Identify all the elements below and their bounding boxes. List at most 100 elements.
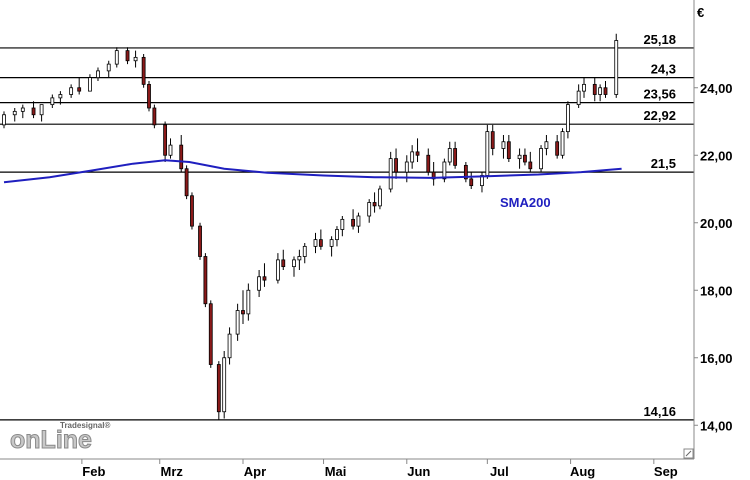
candle-47 xyxy=(372,192,377,213)
y-tick-label-0: 14,00 xyxy=(700,418,733,433)
plot-area xyxy=(0,0,694,459)
candle-12 xyxy=(114,47,119,68)
candle-67 xyxy=(523,148,527,166)
candle-body xyxy=(141,56,146,85)
candle-28 xyxy=(227,327,232,365)
candle-62 xyxy=(485,124,490,179)
candle-body xyxy=(506,141,511,160)
candle-36 xyxy=(292,256,296,277)
candle-27 xyxy=(222,351,227,419)
candle-52 xyxy=(410,145,415,169)
candle-64 xyxy=(501,135,506,159)
candle-63 xyxy=(490,124,495,156)
candle-body xyxy=(426,154,431,173)
level-lines xyxy=(0,47,694,421)
candle-7 xyxy=(69,84,74,98)
x-tick-label-0: Feb xyxy=(82,464,105,479)
candle-59 xyxy=(463,162,468,183)
candle-43 xyxy=(340,216,345,237)
candle-77 xyxy=(598,84,603,102)
candle-body xyxy=(168,144,173,156)
candle-3 xyxy=(31,101,36,119)
candle-body xyxy=(12,110,17,116)
candle-body xyxy=(592,83,597,95)
candle-body xyxy=(603,87,608,95)
candle-45 xyxy=(356,212,361,233)
x-tick-label-1: Mrz xyxy=(161,464,184,479)
candle-body xyxy=(410,151,415,163)
candle-body xyxy=(388,158,393,190)
candle-body xyxy=(329,239,334,247)
x-tick-label-4: Jun xyxy=(407,464,430,479)
candle-33 xyxy=(262,263,267,287)
candle-60 xyxy=(469,172,474,189)
y-tick-label-2: 18,00 xyxy=(700,283,733,298)
candle-76 xyxy=(592,77,597,102)
candle-body xyxy=(442,161,447,180)
candle-body xyxy=(528,161,533,170)
level-label-5: 14,16 xyxy=(643,404,676,419)
candle-26 xyxy=(216,361,221,420)
candle-42 xyxy=(335,226,339,247)
candle-body xyxy=(152,107,157,126)
candle-54 xyxy=(426,148,431,176)
candle-body xyxy=(58,94,63,99)
candle-78 xyxy=(603,81,608,98)
candle-53 xyxy=(415,138,420,162)
candle-74 xyxy=(576,84,581,108)
x-axis-ticks: Feb Mrz Apr Mai Jun Jul Aug Sep xyxy=(81,459,678,479)
candle-body xyxy=(313,239,318,247)
candle-body xyxy=(576,90,581,106)
candle-14 xyxy=(133,50,138,68)
candle-body xyxy=(394,158,398,173)
candle-1 xyxy=(12,108,17,122)
candle-19 xyxy=(168,138,173,159)
candle-2 xyxy=(20,104,25,119)
candle-34 xyxy=(275,253,280,284)
candle-49 xyxy=(388,151,393,193)
logo-big-text: onLine xyxy=(10,426,92,454)
candle-body xyxy=(560,131,565,156)
candle-41 xyxy=(329,236,334,257)
candle-25 xyxy=(208,300,213,368)
candle-body xyxy=(88,77,92,92)
candle-body xyxy=(133,56,138,62)
logo-small-text: Tradesignal® xyxy=(60,421,110,430)
candle-body xyxy=(335,229,339,241)
candle-15 xyxy=(141,54,146,88)
candle-23 xyxy=(198,222,202,260)
candle-body xyxy=(275,259,280,281)
level-label-1: 24,3 xyxy=(651,62,676,77)
candle-8 xyxy=(77,77,82,95)
candle-body xyxy=(2,114,6,126)
candle-35 xyxy=(281,249,286,270)
y-axis-ticks: 14,00 16,00 18,00 20,00 22,00 24,00 xyxy=(694,81,733,433)
candle-body xyxy=(106,63,111,72)
candle-65 xyxy=(506,135,511,162)
candle-body xyxy=(257,276,261,291)
tradesignal-logo: Tradesignal® onLine xyxy=(10,421,111,455)
candles xyxy=(2,33,619,420)
level-label-4: 21,5 xyxy=(651,156,676,171)
sma200-label: SMA200 xyxy=(500,195,551,210)
candle-75 xyxy=(582,77,586,98)
candle-55 xyxy=(431,162,436,186)
sma200-line xyxy=(3,159,622,184)
candle-57 xyxy=(447,141,452,166)
y-tick-label-4: 22,00 xyxy=(700,148,733,163)
candle-24 xyxy=(203,253,208,308)
y-tick-label-5: 24,00 xyxy=(700,81,733,96)
candle-body xyxy=(447,148,452,163)
candle-18 xyxy=(163,121,168,162)
candle-body xyxy=(351,218,355,227)
candle-17 xyxy=(152,104,157,129)
candle-body xyxy=(404,161,409,173)
candle-20 xyxy=(179,135,184,173)
candle-body xyxy=(190,195,194,227)
currency-label: € xyxy=(697,5,704,20)
candle-body xyxy=(203,256,208,305)
candle-79 xyxy=(614,33,619,98)
candle-body xyxy=(453,148,458,166)
candle-body xyxy=(297,256,302,261)
candle-body xyxy=(598,87,603,95)
